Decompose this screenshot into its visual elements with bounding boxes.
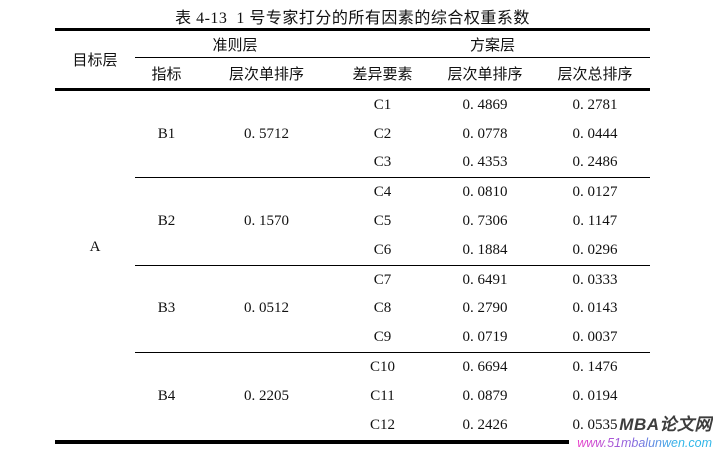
cell-single-rank: 0. 0719: [430, 323, 541, 354]
header-difference-element: 差异要素: [335, 57, 431, 91]
table-row: C9 0. 0719 0. 0037: [55, 323, 651, 354]
table-row: C3 0. 4353 0. 2486: [55, 148, 651, 179]
cell-single-rank: 0. 0879: [462, 387, 508, 404]
header-criterion-layer: 准则层: [135, 29, 336, 58]
cell-single-rank: 0. 2790: [462, 300, 508, 317]
table-row: C12 0. 2426 0. 0535: [55, 411, 650, 442]
target-value: A: [89, 238, 101, 255]
table-row: B3 0. 0512 C7 0. 6491 0. 0333: [55, 265, 650, 354]
table-row: A B1 0. 5712 C1 0. 4869 0. 2781: [55, 89, 650, 255]
cell-indicator: B3: [135, 265, 198, 354]
cell-total-rank: 0. 0143: [572, 300, 618, 317]
cell-single-rank: 0. 6491: [462, 271, 508, 288]
cell-total-rank: 0. 0037: [540, 323, 651, 354]
cell-single-rank: 0. 0778: [462, 125, 508, 142]
watermark-url-text: www.51mbalunwen.com: [577, 436, 712, 450]
cell-total-rank: 0. 2486: [540, 148, 651, 179]
cell-single-rank: 0. 7306: [462, 213, 508, 230]
header-indicator: 指标: [135, 57, 198, 91]
watermark-brand: MBA论文网: [619, 415, 712, 434]
cell-indicator: B4: [157, 387, 176, 404]
watermark-url: www.51mbalunwen.com: [569, 435, 712, 451]
cell-total-rank: 0. 1476: [572, 359, 618, 376]
table-row: C8 0. 2790 0. 0143: [55, 295, 650, 324]
cell-total-rank: 0. 0333: [572, 271, 618, 288]
cell-element: C3: [335, 148, 431, 179]
cell-single-rank: 0. 4869: [462, 96, 508, 113]
table-row: B2 0. 1570 C4 0. 0810 0. 0127: [55, 177, 650, 266]
cell-indicator: B1: [135, 89, 198, 179]
table-title: 表 4-13 1 号专家打分的所有因素的综合权重系数: [175, 10, 530, 27]
cell-target: A: [55, 90, 135, 442]
cell-indicator-rank: 0. 1570: [198, 177, 336, 266]
table-row: B4 0. 2205 C10 0. 6694 0. 1476: [55, 353, 650, 404]
cell-single-rank: 0. 0810: [462, 184, 508, 201]
cell-total-rank: 0. 0535: [572, 416, 618, 433]
header-target-layer: 目标层: [55, 29, 135, 91]
cell-element: C4: [373, 184, 392, 201]
header-scheme-layer: 方案层: [335, 29, 651, 58]
cell-element: C8: [373, 300, 392, 317]
cell-element: C12: [370, 416, 396, 433]
table-row: C11 0. 0879 0. 0194: [55, 382, 650, 411]
header-scheme-total-rank: 层次总排序: [540, 57, 651, 91]
cell-total-rank: 0. 0444: [572, 125, 618, 142]
cell-total-rank: 0. 1147: [572, 213, 618, 230]
header-criterion-single-rank: 层次单排序: [198, 57, 336, 91]
cell-element: C9: [335, 323, 431, 354]
cell-single-rank: 0. 1884: [430, 235, 541, 266]
cell-indicator: B2: [135, 177, 198, 266]
cell-element: C2: [373, 125, 392, 142]
cell-total-rank: 0. 2781: [572, 96, 618, 113]
cell-single-rank: 0. 4353: [430, 148, 541, 179]
cell-indicator-rank: 0. 2205: [244, 387, 289, 404]
cell-total-rank: 0. 0194: [572, 387, 618, 404]
cell-element: C5: [373, 213, 392, 230]
cell-element: C6: [335, 235, 431, 266]
weights-table: 目标层 准则层 方案层 指标 层次单排序 差异要素 层次单排序 层次总排序 A …: [55, 28, 651, 444]
cell-single-rank: 0. 6694: [462, 359, 508, 376]
cell-indicator-rank: 0. 5712: [198, 89, 336, 179]
cell-element: C7: [373, 271, 392, 288]
table-row: C2 0. 0778 0. 0444: [55, 120, 650, 149]
cell-indicator-rank: 0. 0512: [198, 265, 336, 354]
cell-element: C1: [373, 96, 392, 113]
table-row: C6 0. 1884 0. 0296: [55, 235, 651, 266]
watermark: MBA论文网 www.51mbalunwen.com: [569, 416, 712, 451]
table-row: C5 0. 7306 0. 1147: [55, 207, 650, 236]
cell-element: C11: [370, 387, 395, 404]
cell-total-rank: 0. 0296: [540, 235, 651, 266]
cell-element: C10: [370, 359, 396, 376]
cell-single-rank: 0. 2426: [462, 416, 508, 433]
cell-total-rank: 0. 0127: [572, 184, 618, 201]
header-scheme-single-rank: 层次单排序: [430, 57, 541, 91]
